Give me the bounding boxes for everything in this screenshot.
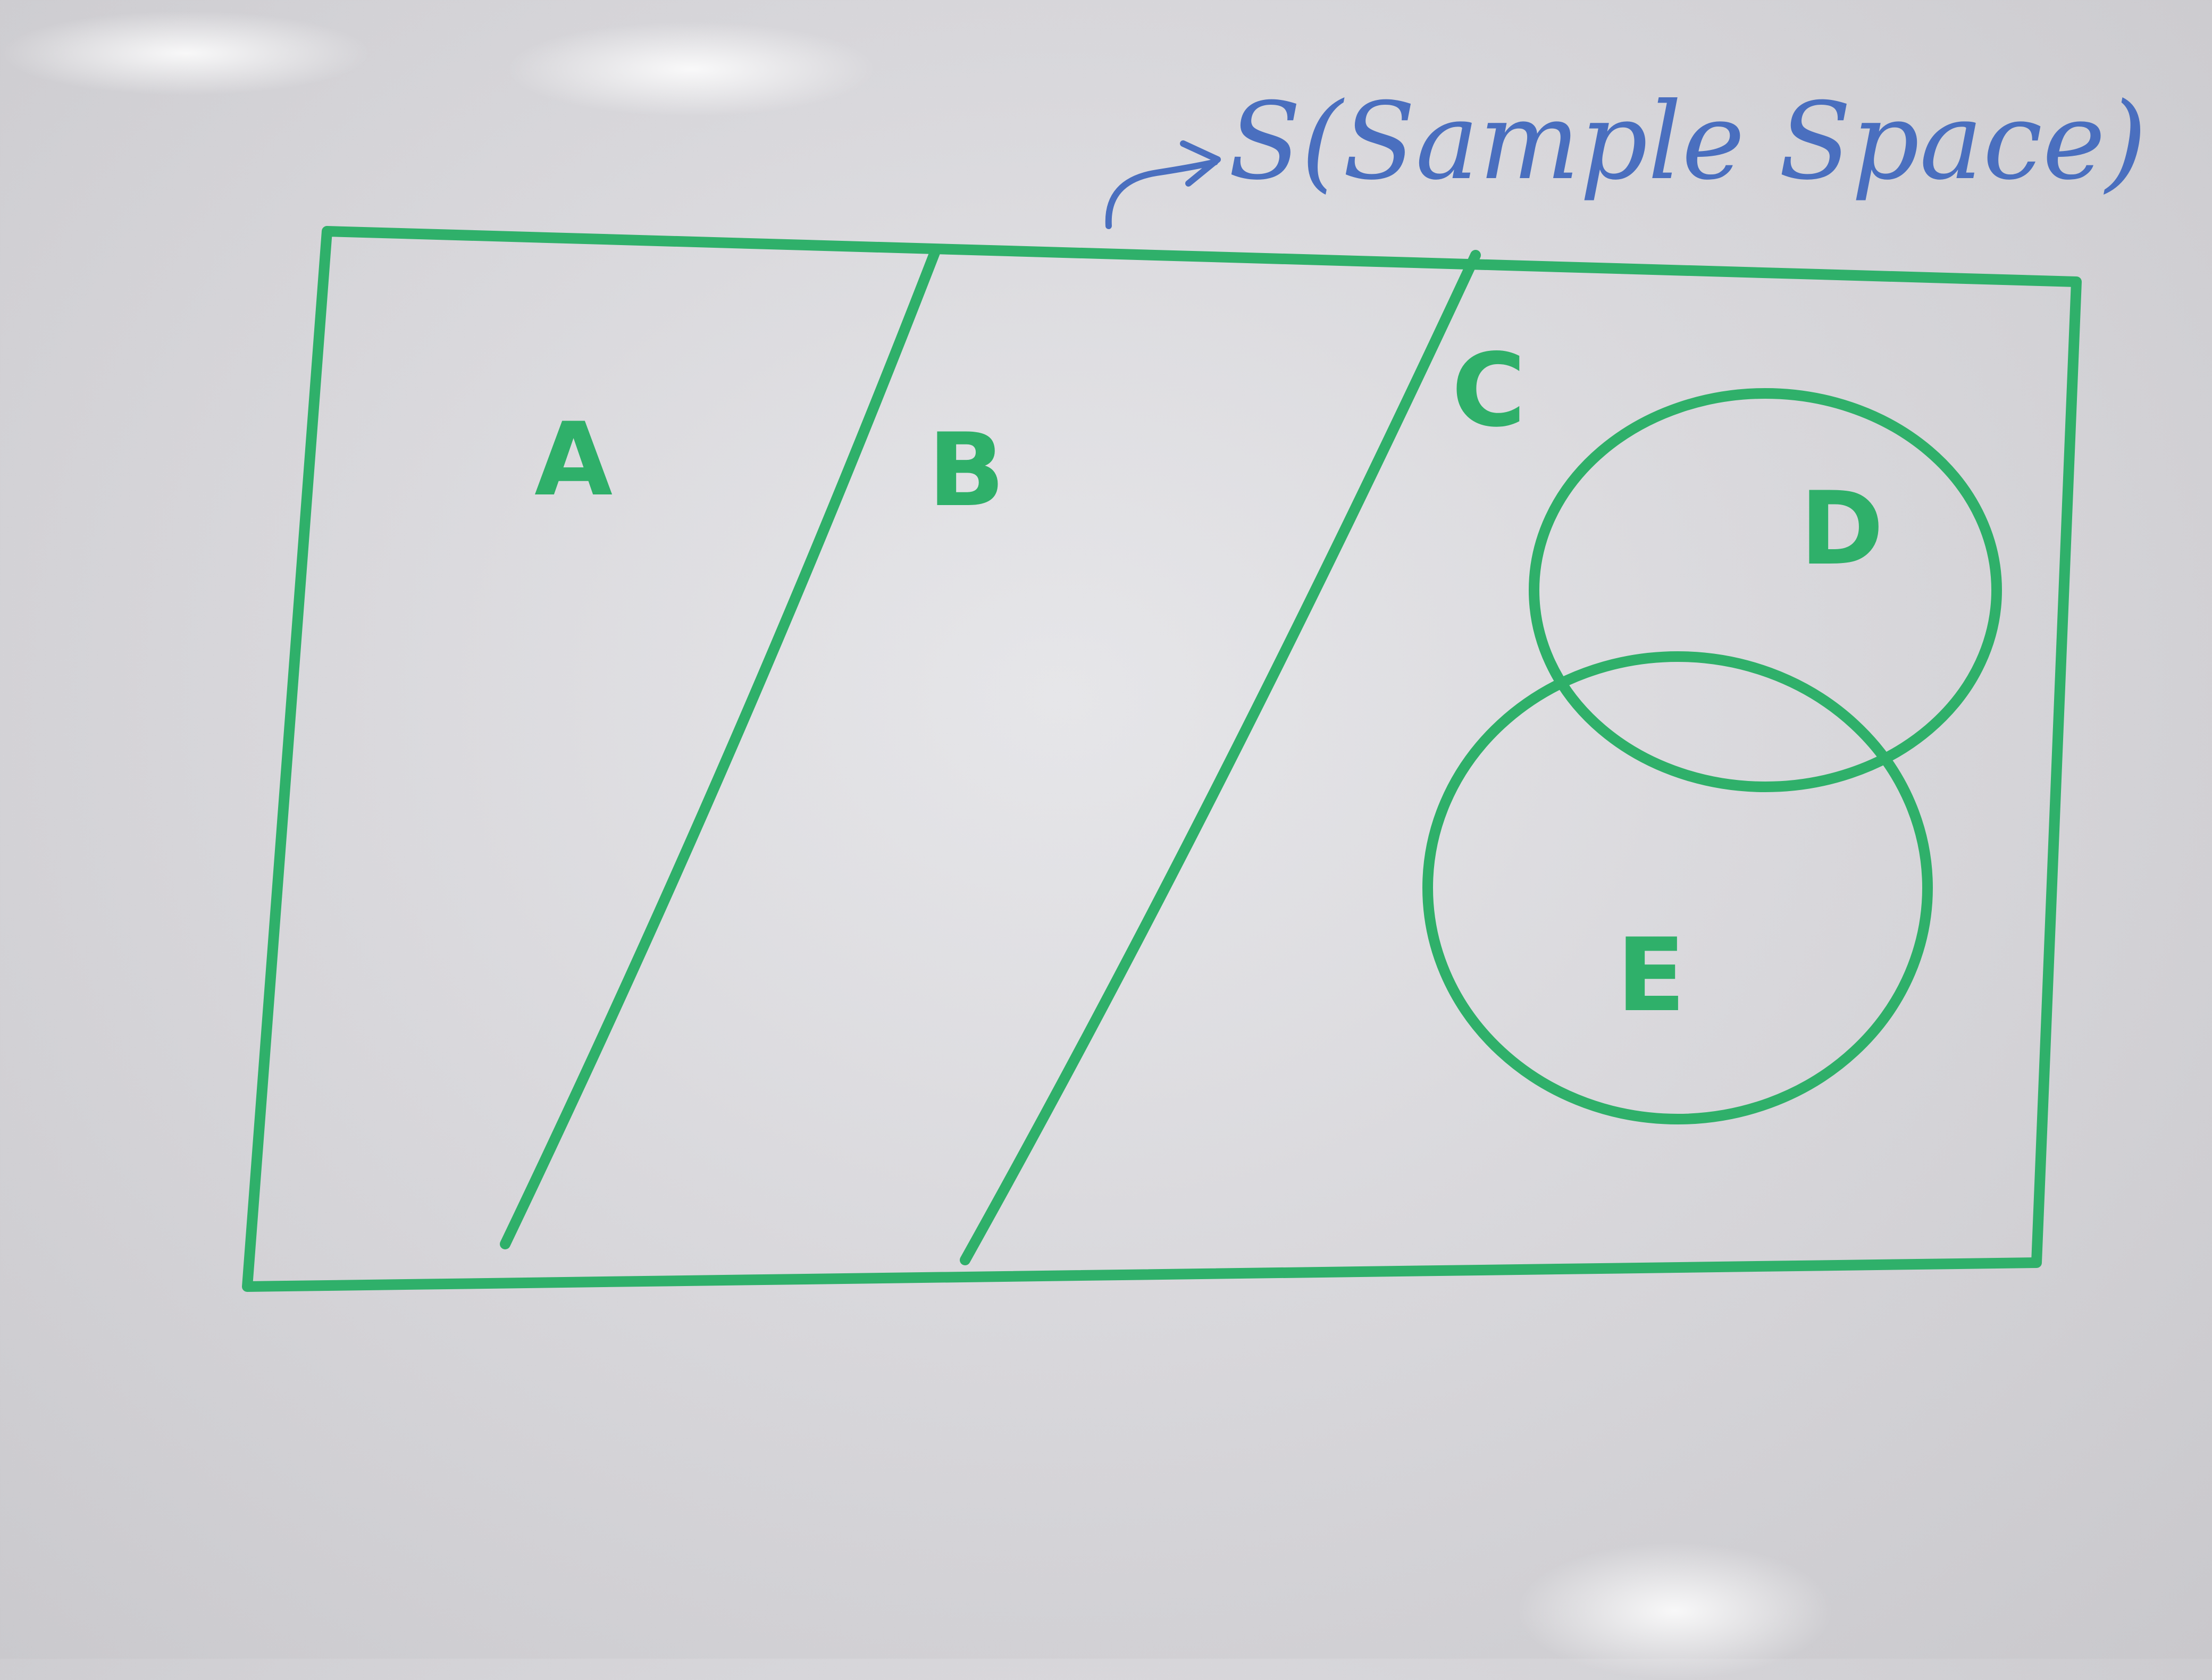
event-label-e: E	[1616, 917, 1686, 1034]
region-label-b: B	[928, 411, 1005, 529]
sample-space-label: S(Sample Space)	[1228, 80, 2147, 204]
event-circle-d	[1529, 388, 2002, 792]
arrow-icon	[1105, 159, 1218, 229]
region-label-c: C	[1452, 332, 1526, 449]
sample-space-rectangle	[242, 226, 2082, 1292]
arrow-head-icon	[1180, 140, 1221, 187]
event-circle-e	[1422, 651, 1933, 1124]
glare-top-left	[0, 11, 372, 96]
glare-top-center	[505, 21, 877, 117]
glare-bottom-right	[1515, 1542, 1834, 1680]
partition-line-ab	[500, 245, 941, 1249]
region-label-a: A	[534, 401, 613, 518]
partition-line-bc	[960, 250, 1481, 1265]
event-label-d: D	[1800, 470, 1884, 587]
